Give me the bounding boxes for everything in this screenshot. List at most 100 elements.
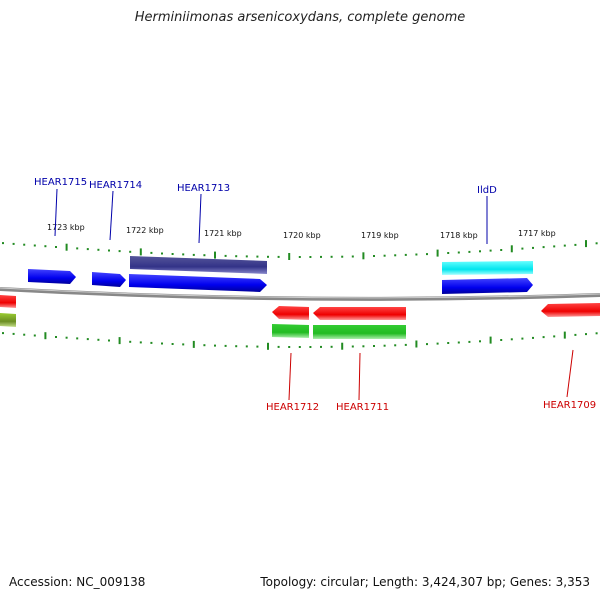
label-hear1711[interactable]: HEAR1711	[336, 402, 389, 413]
gene-hear1711-arrow[interactable]	[313, 307, 406, 320]
gene-left-edge-red[interactable]	[0, 295, 16, 308]
top-tick	[595, 242, 598, 245]
bottom-tick	[500, 339, 503, 341]
top-tick	[192, 253, 195, 256]
bottom-tick	[277, 345, 280, 348]
top-tick	[267, 255, 269, 258]
bottom-tick	[373, 345, 375, 347]
bottom-tick	[320, 345, 322, 348]
gene-ildd-arrow[interactable]	[442, 278, 533, 294]
bottom-tick	[12, 332, 15, 335]
top-tick	[532, 246, 534, 249]
bottom-tick	[108, 339, 110, 342]
bottom-tick	[404, 343, 407, 346]
top-tick	[214, 251, 216, 259]
forward-strand-features	[28, 256, 533, 294]
feature-hear1711-green[interactable]	[313, 325, 406, 339]
top-tick	[33, 244, 36, 247]
leader-hear1712	[288, 352, 292, 401]
rna-hear1713-bar[interactable]	[130, 256, 267, 274]
bottom-tick	[76, 337, 79, 340]
gene-ildd-cyan-bar[interactable]	[442, 261, 533, 275]
bottom-tick	[2, 332, 4, 335]
label-ildd[interactable]: IldD	[477, 185, 497, 196]
top-tick	[447, 252, 450, 254]
top-tick	[55, 246, 57, 248]
top-tick	[76, 247, 79, 250]
top-tick	[468, 250, 471, 253]
top-tick	[426, 253, 428, 256]
top-tick	[139, 248, 142, 256]
label-hear1715[interactable]: HEAR1715	[34, 177, 87, 188]
top-tick	[574, 243, 577, 246]
label-leaders	[54, 188, 574, 401]
top-tick	[489, 249, 492, 252]
diagram-title: Herminiimonas arsenicoxydans, complete g…	[134, 10, 466, 25]
feature-hear1712-green[interactable]	[272, 324, 309, 338]
bottom-tick	[288, 346, 291, 348]
bottom-tick	[479, 340, 481, 343]
top-tick	[585, 240, 587, 248]
bottom-tick	[436, 342, 439, 345]
top-tick	[521, 247, 524, 250]
top-tick	[256, 255, 259, 258]
bottom-tick	[457, 341, 460, 344]
top-tick	[309, 256, 312, 258]
top-tick	[224, 254, 227, 257]
label-hear1714[interactable]: HEAR1714	[89, 180, 142, 191]
bottom-tick	[415, 340, 418, 348]
gene-hear1714-arrow[interactable]	[92, 272, 126, 287]
bottom-tick	[33, 334, 36, 337]
top-tick	[108, 249, 110, 252]
bottom-tick	[309, 346, 312, 348]
top-tick	[97, 248, 100, 251]
bottom-tick	[235, 345, 238, 348]
gene-hear1712-arrow[interactable]	[272, 306, 309, 320]
label-hear1709[interactable]: HEAR1709	[543, 400, 596, 411]
label-hear1712[interactable]: HEAR1712	[266, 402, 319, 413]
bottom-tick	[553, 335, 556, 338]
top-tick	[298, 256, 301, 258]
top-tick	[351, 255, 354, 258]
top-tick	[320, 255, 322, 258]
tick-label-1717: 1717 kbp	[518, 229, 556, 238]
top-tick	[553, 245, 556, 248]
top-tick	[383, 254, 386, 257]
top-tick	[118, 250, 121, 253]
top-tick	[171, 253, 174, 255]
bottom-tick	[23, 333, 26, 336]
top-tick	[203, 254, 206, 257]
top-tick	[277, 255, 280, 258]
bottom-tick	[510, 338, 513, 341]
top-tick	[235, 255, 238, 258]
bottom-tick	[203, 344, 206, 347]
bottom-tick	[595, 332, 598, 335]
bottom-tick	[118, 337, 121, 345]
label-hear1713[interactable]: HEAR1713	[177, 183, 230, 194]
bottom-tick	[521, 337, 524, 340]
top-tick	[245, 255, 248, 258]
bottom-tick	[267, 342, 269, 350]
bottom-tick	[245, 345, 248, 348]
bottom-tick-row	[2, 331, 598, 350]
feature-left-edge-olive[interactable]	[0, 313, 16, 327]
leader-hear1713	[198, 193, 202, 244]
bottom-tick	[86, 338, 89, 341]
top-tick	[44, 245, 47, 248]
top-tick	[161, 252, 163, 255]
genome-backbone	[0, 287, 600, 301]
bottom-tick	[351, 345, 354, 348]
gene-hear1715-arrow[interactable]	[28, 269, 76, 284]
tick-label-1723: 1723 kbp	[47, 223, 85, 232]
bottom-tick	[129, 340, 132, 343]
bottom-tick	[182, 343, 185, 346]
gene-hear1713-arrow[interactable]	[129, 274, 267, 292]
bottom-tick	[383, 344, 386, 347]
tick-label-1721: 1721 kbp	[204, 229, 242, 238]
bottom-tick	[161, 342, 163, 345]
top-tick	[510, 245, 513, 253]
bottom-tick	[585, 333, 587, 336]
bottom-tick	[542, 336, 545, 339]
gene-hear1709-arrow[interactable]	[541, 303, 600, 317]
top-tick	[182, 253, 185, 256]
